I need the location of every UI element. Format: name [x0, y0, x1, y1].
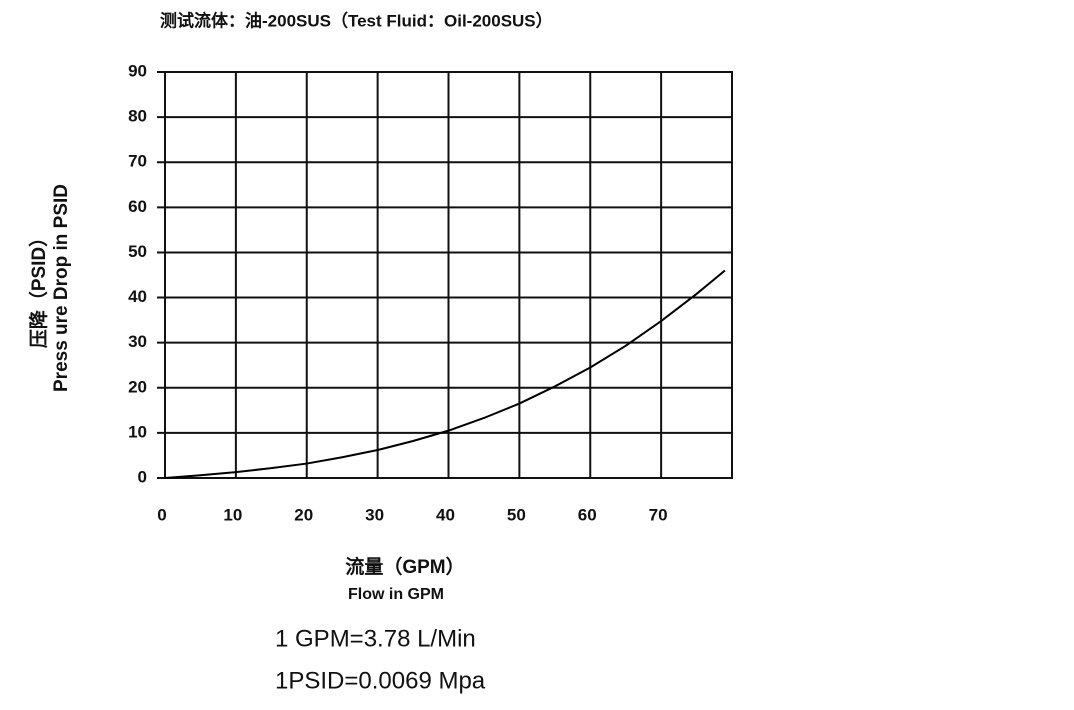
y-tick-label: 30 — [128, 332, 147, 351]
y-tick-label: 80 — [128, 107, 147, 126]
x-tick-label: 60 — [578, 505, 597, 524]
x-tick-label: 10 — [223, 505, 242, 524]
x-tick-label: 0 — [157, 505, 166, 524]
y-label-en: Press ure Drop in PSID — [51, 184, 72, 392]
y-axis-title: 压降（PSID） Press ure Drop in PSID — [27, 184, 72, 392]
x-tick-label: 40 — [436, 505, 455, 524]
x-label-cn: 流量（GPM） — [345, 555, 464, 578]
note: 1PSID=0.0069 Mpa — [275, 667, 486, 694]
y-tick-label: 0 — [138, 467, 147, 486]
line — [164, 269, 726, 479]
y-tick-label: 70 — [128, 152, 147, 171]
y-tick-label: 20 — [128, 377, 147, 396]
x-tick-label: 50 — [507, 505, 526, 524]
x-tick-label: 70 — [649, 505, 668, 524]
chart-title: 测试流体：油-200SUS（Test Fluid：Oil-200SUS） — [160, 10, 553, 30]
y-tick-label: 10 — [128, 422, 147, 441]
x-tick-label: 30 — [365, 505, 384, 524]
x-label-en: Flow in GPM — [348, 586, 444, 603]
x-tick-label: 20 — [294, 505, 313, 524]
y-tick-label: 40 — [128, 287, 147, 306]
y-tick-label: 50 — [128, 242, 147, 261]
y-tick-label: 60 — [128, 197, 147, 216]
y-tick-label: 90 — [128, 61, 147, 80]
y-label-cn: 压降（PSID） — [27, 228, 50, 348]
note: 1 GPM=3.78 L/Min — [275, 625, 476, 652]
